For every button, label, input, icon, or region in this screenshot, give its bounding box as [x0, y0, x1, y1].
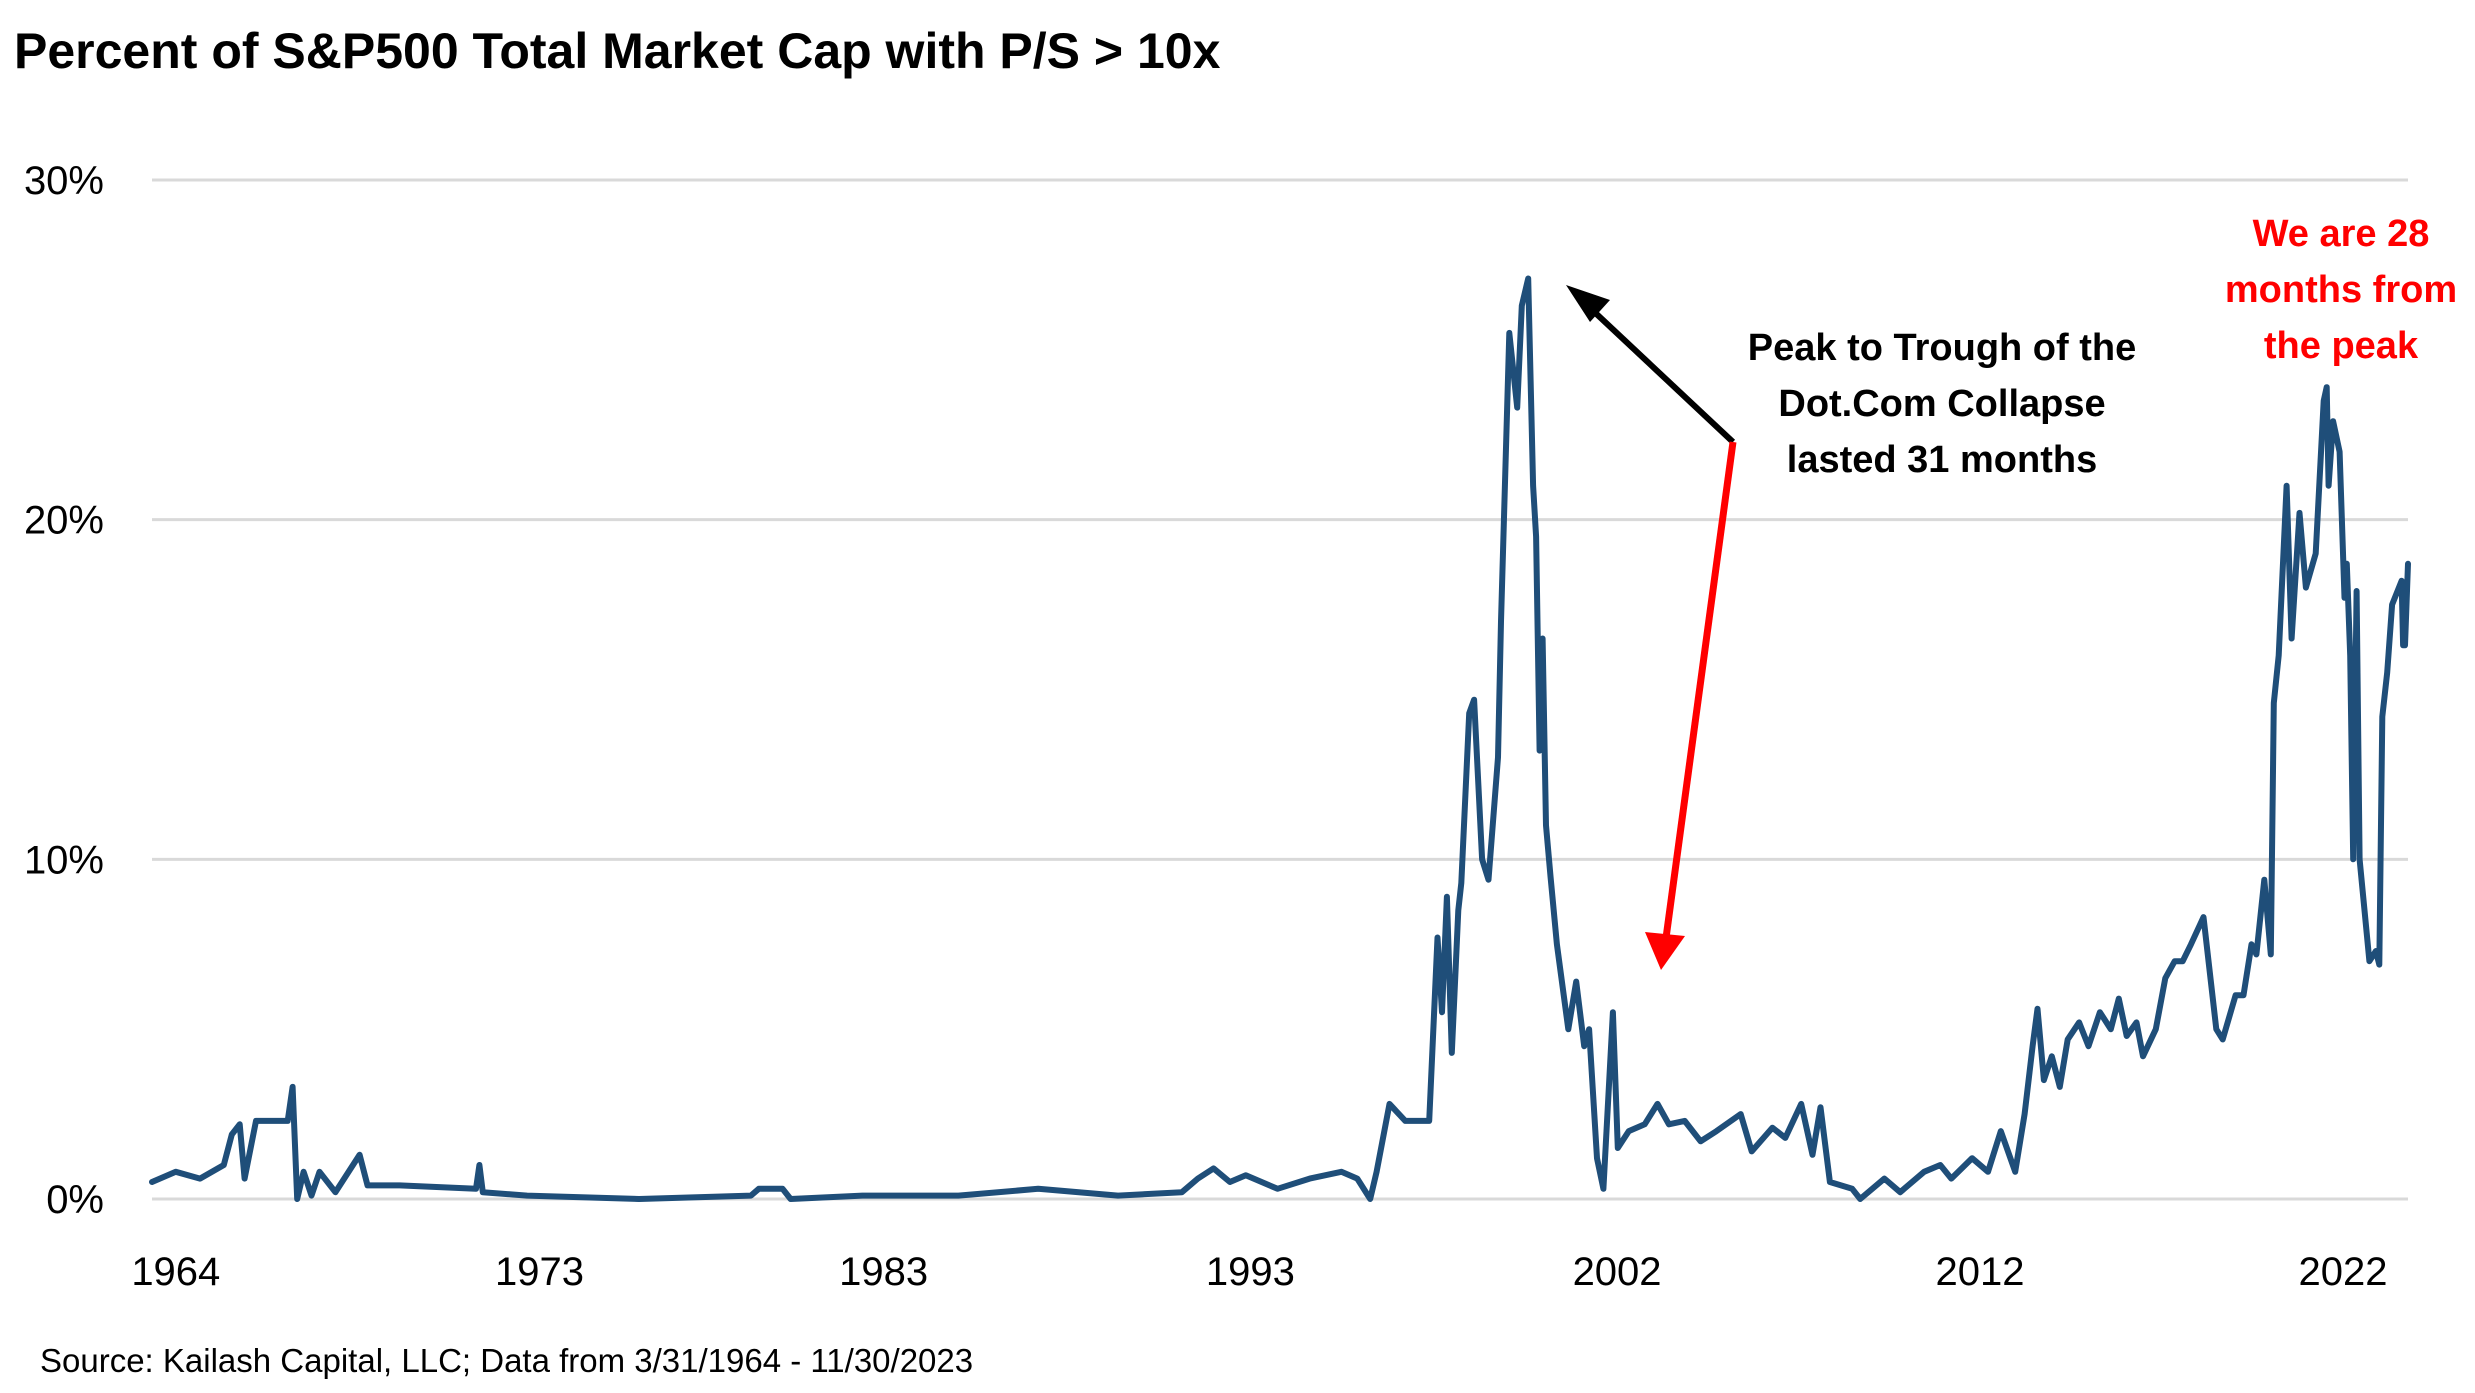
- y-axis-tick-labels: 0% 10% 20% 30%: [24, 159, 104, 1222]
- red-arrow: [1645, 441, 1737, 970]
- annotation-line: Dot.Com Collapse: [1778, 383, 2105, 425]
- annotation-line: Peak to Trough of the: [1748, 327, 2136, 369]
- series-line: [149, 275, 2411, 1202]
- x-tick-label: 1973: [495, 1250, 584, 1294]
- annotation-line: months from: [2225, 269, 2457, 311]
- x-tick-label: 2012: [1936, 1250, 2025, 1294]
- x-axis-tick-labels: 1964 1973 1983 1993 2002 2012 2022: [131, 1250, 2387, 1294]
- y-tick-label: 10%: [24, 838, 104, 882]
- x-tick-label: 1983: [839, 1250, 928, 1294]
- annotation-line: the peak: [2264, 325, 2419, 367]
- annotation-line: lasted 31 months: [1787, 439, 2097, 481]
- gridlines: [152, 178, 2408, 1201]
- y-tick-label: 20%: [24, 499, 104, 543]
- annotation-line: We are 28: [2253, 213, 2430, 255]
- x-tick-label: 2002: [1573, 1250, 1662, 1294]
- source-note: Source: Kailash Capital, LLC; Data from …: [40, 1342, 973, 1379]
- dotcom-annotation: Peak to Trough of the Dot.Com Collapse l…: [1748, 327, 2136, 481]
- x-tick-label: 1993: [1206, 1250, 1295, 1294]
- x-tick-label: 1964: [131, 1250, 220, 1294]
- y-tick-label: 0%: [46, 1178, 104, 1222]
- series-group: [149, 275, 2411, 1202]
- y-tick-label: 30%: [24, 159, 104, 203]
- chart-title: Percent of S&P500 Total Market Cap with …: [14, 23, 1221, 79]
- black-arrow: [1566, 285, 1736, 445]
- x-tick-label: 2022: [2298, 1250, 2387, 1294]
- current-annotation: We are 28 months from the peak: [2225, 213, 2457, 367]
